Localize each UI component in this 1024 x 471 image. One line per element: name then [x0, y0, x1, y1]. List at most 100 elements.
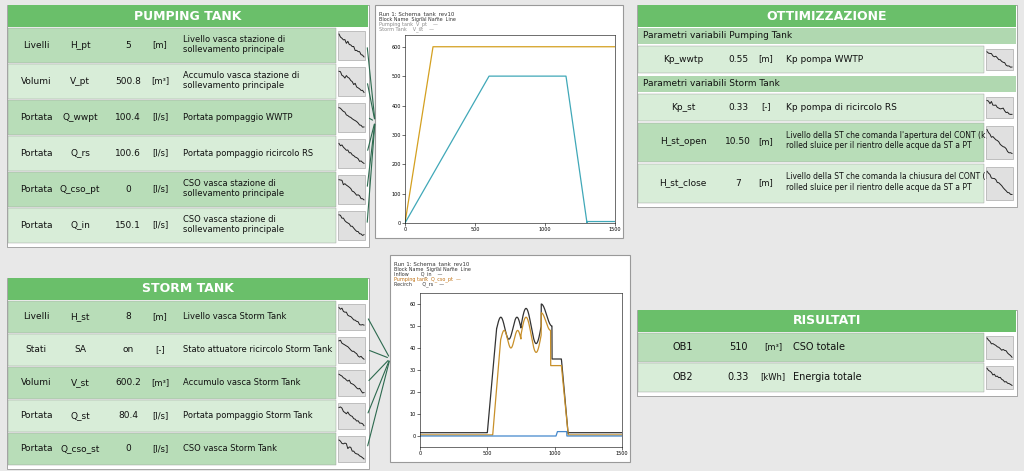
Text: [m³]: [m³] [151, 378, 169, 387]
Text: sollevamento principale: sollevamento principale [183, 226, 284, 235]
Text: Portata pompaggio ricircolo RS: Portata pompaggio ricircolo RS [183, 148, 313, 157]
Text: on: on [123, 345, 133, 354]
Text: 150.1: 150.1 [115, 220, 141, 229]
Bar [637, 5, 1017, 207]
Text: [m³]: [m³] [764, 342, 782, 351]
Text: Accumulo vasca stazione di: Accumulo vasca stazione di [183, 72, 299, 81]
Bar [7, 278, 369, 469]
Text: Livelli: Livelli [23, 312, 49, 321]
Text: OTTIMIZZAZIONE: OTTIMIZZAZIONE [767, 9, 887, 23]
Text: [l/s]: [l/s] [152, 220, 168, 229]
Text: [m]: [m] [153, 312, 167, 321]
Text: Portata: Portata [19, 411, 52, 420]
Text: [m]: [m] [153, 41, 167, 49]
Text: sollevamento principale: sollevamento principale [183, 189, 284, 198]
Text: Kp_wwtp: Kp_wwtp [663, 55, 703, 64]
Bar [8, 172, 336, 207]
Text: H_st_open: H_st_open [659, 138, 707, 146]
Text: V_pt: V_pt [70, 76, 90, 86]
Text: Portata: Portata [19, 220, 52, 229]
Bar [338, 175, 365, 204]
Text: Portata pompaggio WWTP: Portata pompaggio WWTP [183, 113, 293, 122]
Text: H_pt: H_pt [70, 41, 90, 49]
Text: Energia totale: Energia totale [793, 372, 861, 382]
Text: 80.4: 80.4 [118, 411, 138, 420]
Text: 100.4: 100.4 [115, 113, 141, 122]
Text: 510: 510 [729, 342, 748, 352]
Bar [986, 167, 1013, 200]
Text: [m]: [m] [759, 55, 773, 64]
Bar [986, 366, 1013, 389]
Text: [l/s]: [l/s] [152, 148, 168, 157]
Bar [7, 5, 369, 247]
Text: Stati: Stati [26, 345, 46, 354]
Text: 8: 8 [125, 312, 131, 321]
Text: Accumulo vasca Storm Tank: Accumulo vasca Storm Tank [183, 378, 300, 387]
Text: CSO vasca Storm Tank: CSO vasca Storm Tank [183, 444, 278, 453]
Bar [338, 304, 365, 330]
Text: Stato attuatore ricircolo Storm Tank: Stato attuatore ricircolo Storm Tank [183, 345, 332, 354]
Bar [8, 28, 336, 63]
Text: Q_rs: Q_rs [70, 148, 90, 157]
Text: SA: SA [74, 345, 86, 354]
Bar [638, 123, 984, 162]
Text: Volumi: Volumi [20, 76, 51, 86]
Text: Block Name  Signal Name  Line: Block Name Signal Name Line [394, 267, 471, 271]
Text: Volumi: Volumi [20, 378, 51, 387]
Bar [8, 367, 336, 399]
Bar [638, 363, 984, 392]
Text: CSO vasca stazione di: CSO vasca stazione di [183, 216, 275, 225]
Text: [m³]: [m³] [151, 76, 169, 86]
Text: Inflow        Q_in    —: Inflow Q_in — [394, 271, 442, 277]
Bar [338, 436, 365, 462]
Text: [l/s]: [l/s] [152, 444, 168, 453]
Text: Livello vasca Storm Tank: Livello vasca Storm Tank [183, 312, 287, 321]
Text: [-]: [-] [761, 103, 771, 112]
Text: Kp pompa WWTP: Kp pompa WWTP [786, 55, 863, 64]
Bar [638, 46, 984, 73]
Bar [338, 31, 365, 60]
Text: 100.6: 100.6 [115, 148, 141, 157]
Bar [338, 211, 365, 240]
Text: H_st: H_st [71, 312, 90, 321]
Text: Parametri variabili Storm Tank: Parametri variabili Storm Tank [643, 80, 779, 89]
Text: OB2: OB2 [673, 372, 693, 382]
Text: [l/s]: [l/s] [152, 113, 168, 122]
Text: rolled sluice per il rientro delle acque da ST a PT: rolled sluice per il rientro delle acque… [786, 141, 972, 151]
Bar [375, 5, 623, 238]
Bar [8, 334, 336, 366]
Text: Run 1: Schema_tank_rev10: Run 1: Schema_tank_rev10 [379, 11, 455, 17]
Bar [638, 94, 984, 121]
Bar [8, 100, 336, 135]
Text: Livello della ST che comanda l'apertura del CONT (k): Livello della ST che comanda l'apertura … [786, 131, 988, 140]
Text: PUMPING TANK: PUMPING TANK [134, 9, 242, 23]
Text: sollevamento principale: sollevamento principale [183, 46, 284, 55]
Text: Recirch       Q_rs    —: Recirch Q_rs — [394, 281, 444, 287]
Text: Storm Tank    V_st    —: Storm Tank V_st — [379, 26, 434, 32]
Bar [8, 136, 336, 171]
Text: Pumping tank  V_pt    —: Pumping tank V_pt — [379, 21, 438, 27]
Bar [338, 103, 365, 132]
Text: STORM TANK: STORM TANK [142, 283, 233, 295]
Text: Q_st: Q_st [70, 411, 90, 420]
Text: RISULTATI: RISULTATI [793, 315, 861, 327]
Bar [8, 400, 336, 432]
Bar [986, 49, 1013, 70]
Text: Kp pompa di ricircolo RS: Kp pompa di ricircolo RS [786, 103, 897, 112]
Bar [638, 5, 1016, 27]
Text: Portata: Portata [19, 185, 52, 194]
Bar [8, 5, 368, 27]
Text: Parametri variabili Pumping Tank: Parametri variabili Pumping Tank [643, 32, 793, 41]
Text: 0: 0 [125, 185, 131, 194]
Text: 10.50: 10.50 [725, 138, 751, 146]
Bar [986, 97, 1013, 118]
Text: OB1: OB1 [673, 342, 693, 352]
Text: [l/s]: [l/s] [152, 185, 168, 194]
Text: Livello vasca stazione di: Livello vasca stazione di [183, 35, 286, 44]
Bar [638, 310, 1016, 332]
Bar [8, 301, 336, 333]
Text: Livello della ST che comanda la chiusura del CONT (k): Livello della ST che comanda la chiusura… [786, 172, 993, 181]
Text: sollevamento principale: sollevamento principale [183, 81, 284, 90]
Text: Kp_st: Kp_st [671, 103, 695, 112]
Text: Portata: Portata [19, 444, 52, 453]
